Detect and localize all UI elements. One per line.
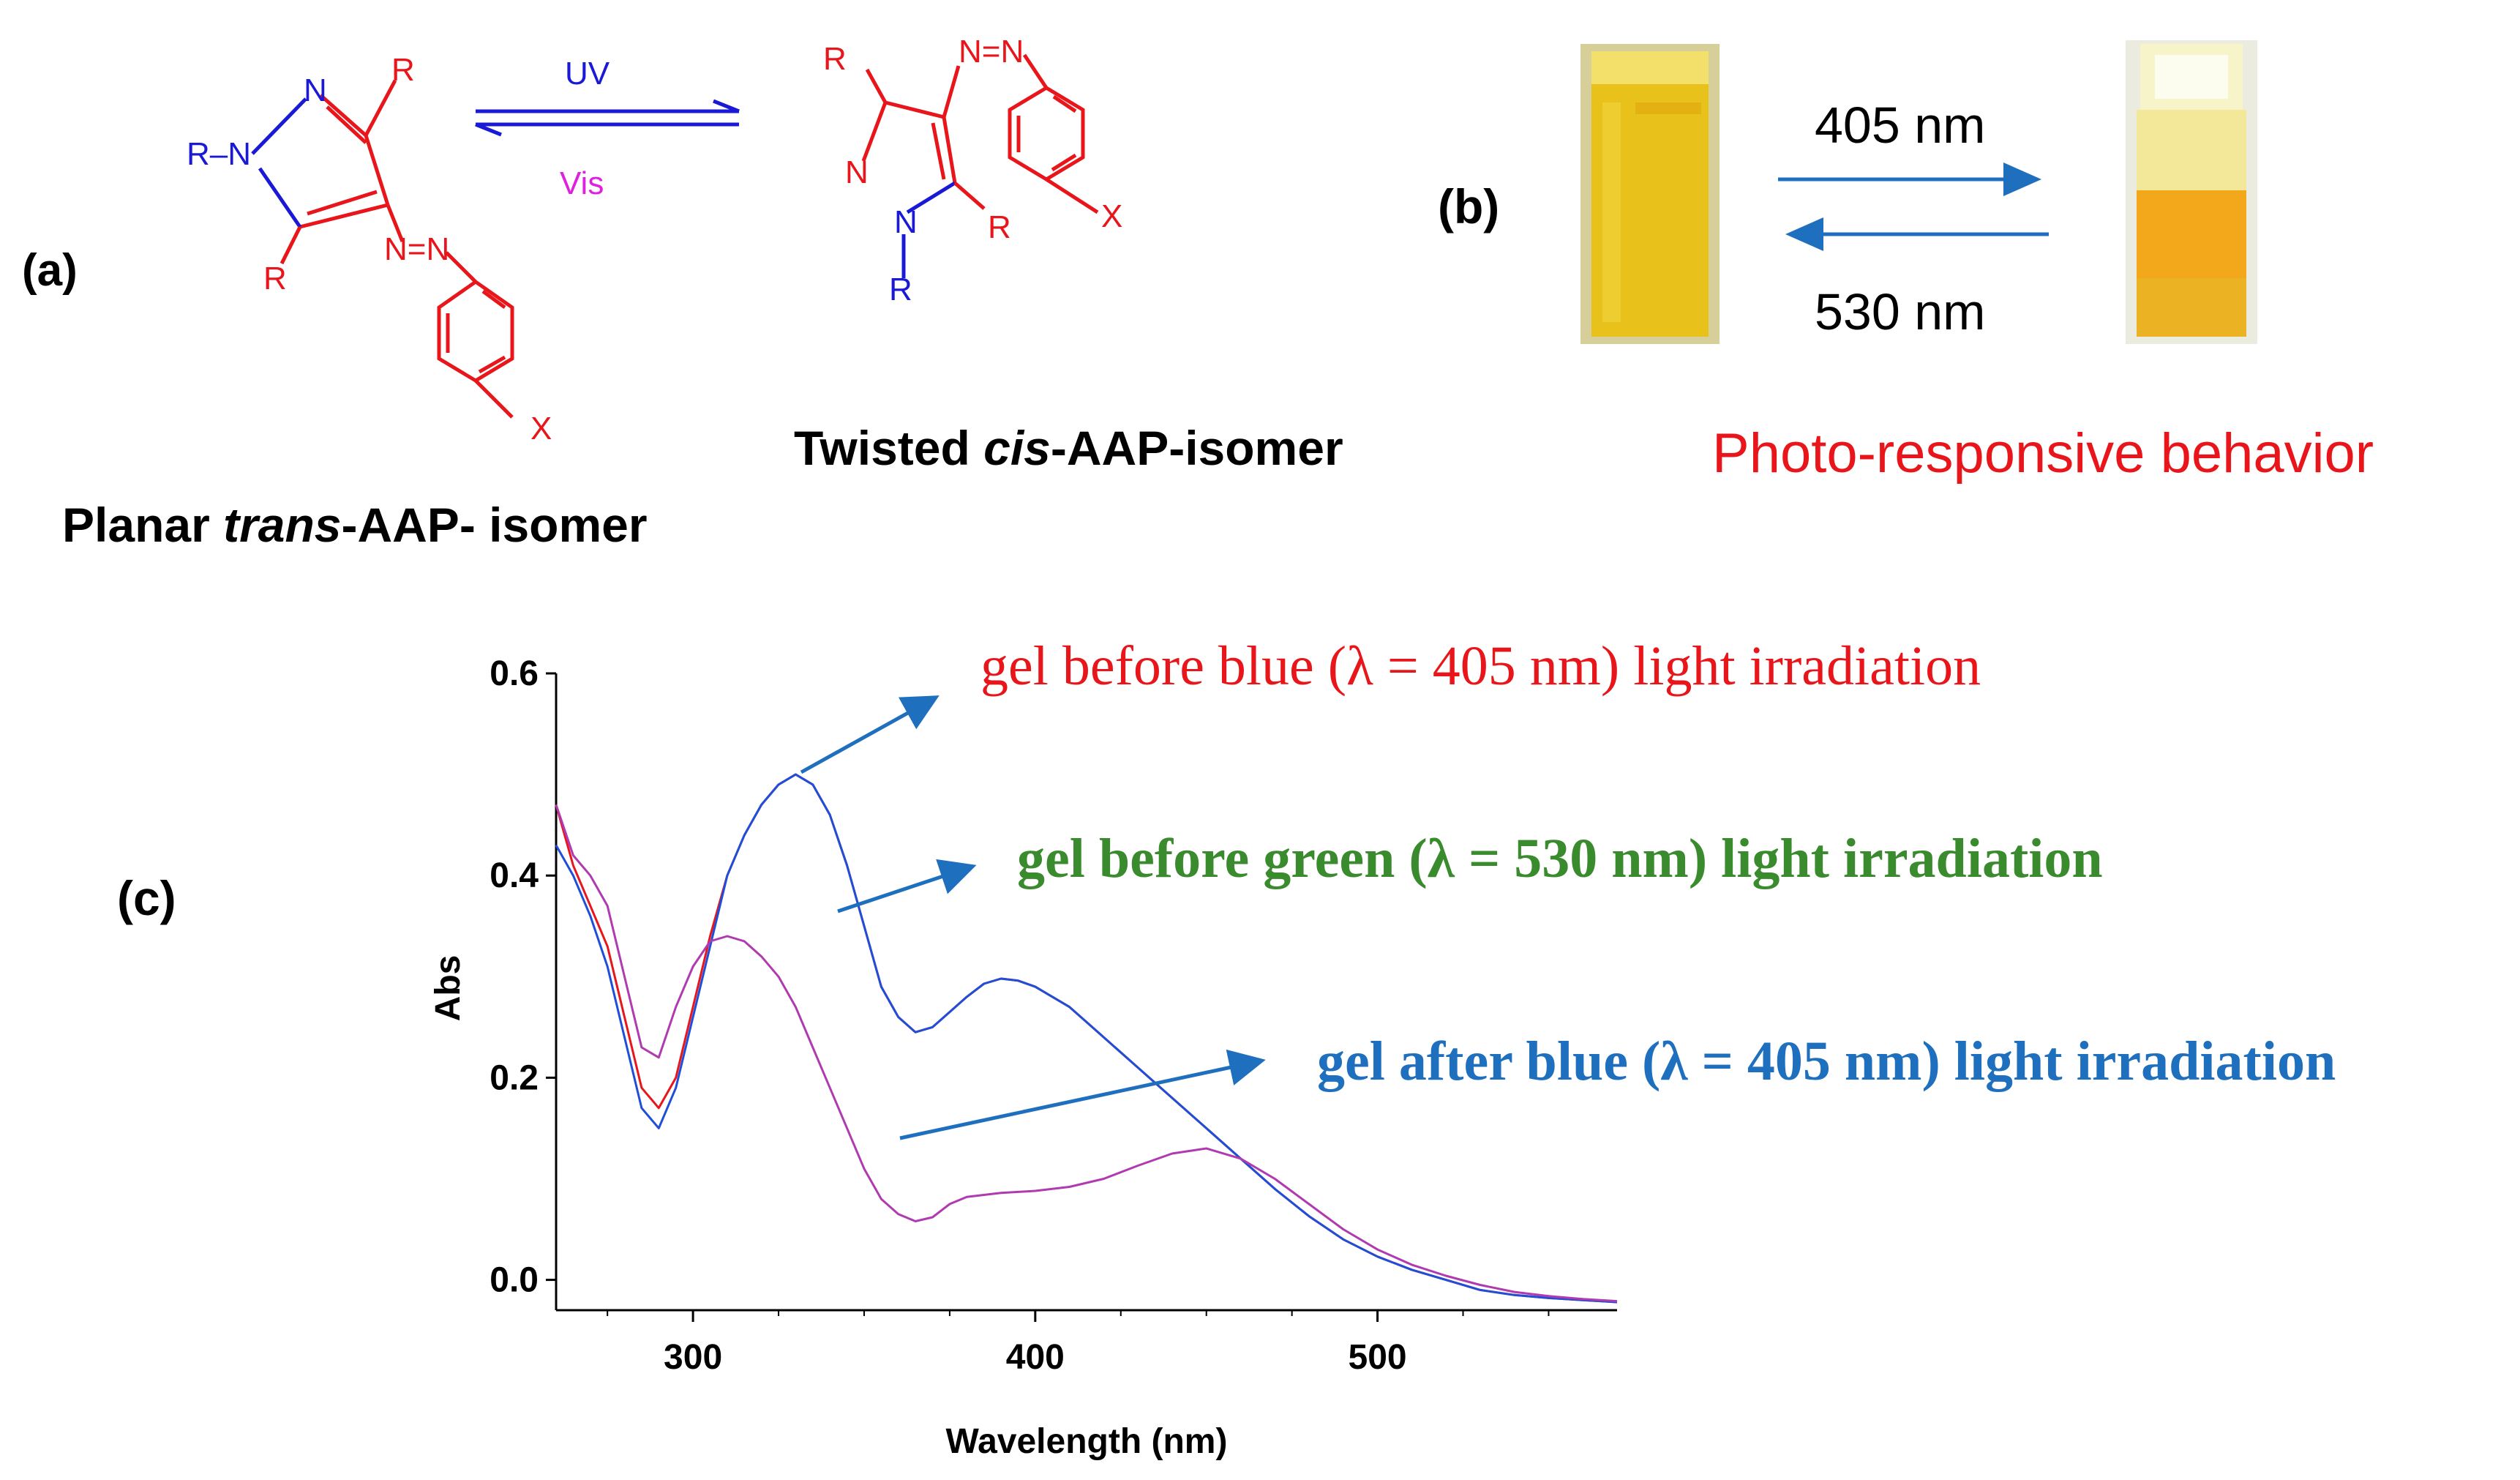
annotation-arrow-red (800, 695, 940, 774)
annotation-arrow-green (837, 859, 977, 913)
atom-x: X (1101, 198, 1122, 234)
annotation-blue: gel after blue (λ = 405 nm) light irradi… (1317, 1031, 2336, 1092)
panel-a-label: (a) (22, 245, 78, 296)
annotation-arrow-blue (899, 1049, 1266, 1140)
panel-b-label: (b) (1438, 179, 1499, 233)
y-tick-label: 0.0 (490, 1261, 539, 1300)
arrow-uv-label: UV (565, 56, 610, 91)
panel-a: (a) N R–N R R N=N X (22, 34, 1343, 552)
photo-switch-arrows: 405 nm 530 nm (1778, 97, 2049, 340)
atom-nn: N=N (384, 231, 449, 267)
trans-atoms: N R–N R R N=N X (187, 52, 552, 446)
atom-n: N (845, 154, 869, 190)
backward-wavelength: 530 nm (1815, 283, 1985, 340)
x-tick-label: 500 (1349, 1338, 1407, 1377)
atom-r: R (823, 41, 847, 77)
spectrum-line-2 (555, 773, 1618, 1304)
forward-wavelength: 405 nm (1815, 97, 1985, 154)
y-axis-label: Abs (429, 955, 468, 1022)
panel-c-label: (c) (117, 871, 176, 925)
cuvette-after (2126, 40, 2257, 344)
atom-x: X (530, 411, 552, 446)
atom-r: R (889, 272, 912, 307)
trans-isomer-label: Planar trans-AAP- isomer (62, 498, 648, 552)
atom-n: N (894, 204, 918, 240)
cis-isomer-label: Twisted cis-AAP-isomer (794, 421, 1343, 475)
photo-responsive-caption: Photo-responsive behavior (1712, 422, 2374, 485)
absorbance-plot: 0.0 0.2 0.4 0.6 300 400 500 Abs Wavelength (n… (429, 654, 1618, 1461)
atom-r: R (263, 261, 287, 296)
cis-structure (861, 53, 1099, 278)
spectrum-annotations: gel before blue (λ = 405 nm) light irrad… (800, 635, 2336, 1140)
annotation-red: gel before blue (λ = 405 nm) light irrad… (980, 635, 1981, 697)
x-ticks: 300 400 500 (607, 1310, 1550, 1377)
atom-nn: N=N (959, 34, 1024, 70)
x-tick-label: 400 (1006, 1338, 1065, 1377)
atom-r: R (391, 52, 415, 88)
atom-n: N (304, 72, 327, 108)
panel-c: (c) 0.0 0.2 0.4 0.6 300 400 500 Abs Wavelengt… (117, 635, 2336, 1461)
y-ticks: 0.0 0.2 0.4 0.6 (490, 654, 556, 1300)
x-tick-label: 300 (664, 1338, 722, 1377)
spectrum-line-3 (555, 804, 1618, 1303)
cis-atoms: R N=N N N R R X (823, 34, 1122, 307)
y-tick-label: 0.2 (490, 1058, 539, 1097)
y-tick-label: 0.6 (490, 654, 539, 693)
equilibrium-arrows: UV Vis (475, 56, 740, 201)
annotation-green: gel before green (λ = 530 nm) light irra… (1017, 828, 2103, 889)
panel-b: (b) 405 nm 530 nm Photo-responsive (1438, 40, 2374, 485)
atom-r: R (988, 209, 1011, 245)
cuvette-before (1580, 44, 1720, 344)
trans-structure (251, 79, 514, 419)
spectra-lines (555, 773, 1618, 1304)
arrow-vis-label: Vis (560, 165, 604, 201)
y-tick-label: 0.4 (490, 856, 539, 895)
x-axis-label: Wavelength (nm) (946, 1422, 1228, 1461)
atom-rn: R–N (187, 136, 251, 172)
